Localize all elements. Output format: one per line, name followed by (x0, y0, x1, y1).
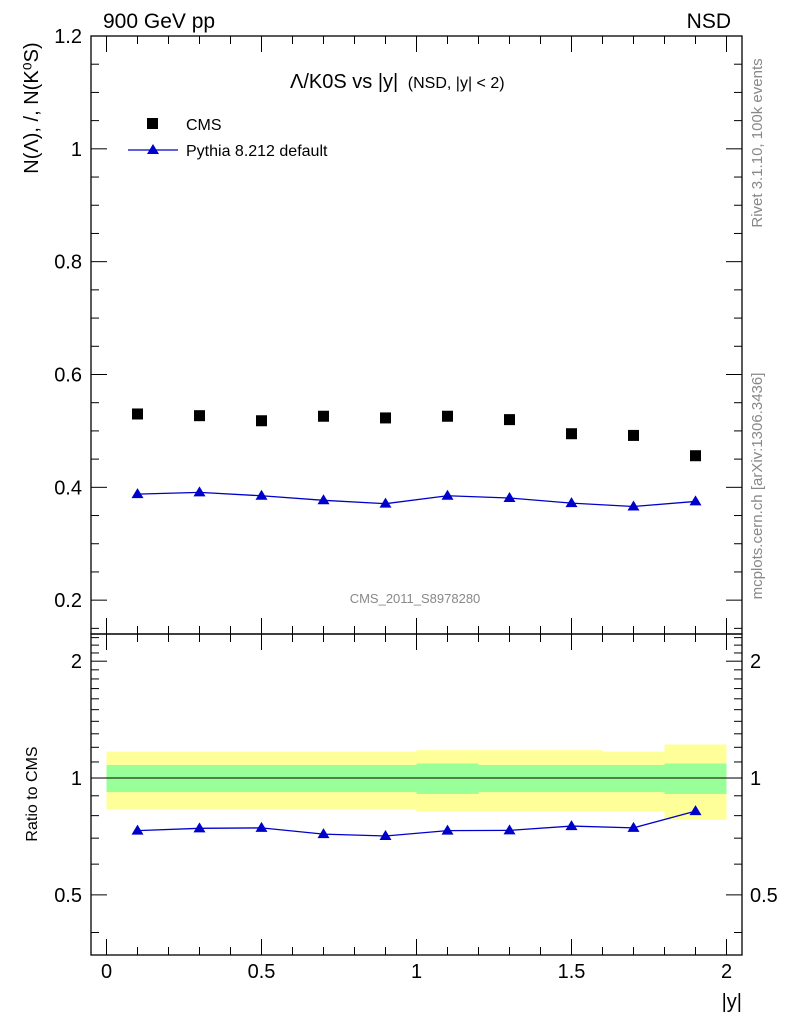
band-stat (168, 765, 231, 793)
cms-point (690, 450, 701, 462)
legend-pythia-marker (147, 144, 159, 154)
band-stat (106, 765, 169, 793)
pythia-point (317, 494, 330, 505)
x-tick-label: 2 (721, 961, 732, 983)
xlabel: |y| (722, 991, 742, 1013)
x-tick-label: 0 (101, 961, 112, 983)
x-tick-label: 1 (411, 961, 422, 983)
ratio-point (689, 805, 702, 816)
ratio-tick-label-left: 0.5 (54, 885, 82, 907)
cms-point (194, 410, 205, 422)
legend-cms-label: CMS (186, 117, 222, 134)
main-ylabel: N(Λ), /, N(K⁰S) (21, 42, 43, 173)
ratio-point (441, 824, 454, 835)
cms-point (132, 408, 143, 420)
pythia-point (689, 495, 702, 506)
cms-point (566, 428, 577, 440)
watermark: CMS_2011_S8978280 (350, 591, 481, 606)
y-tick-label: 0.4 (54, 477, 82, 499)
chart-title-suffix: (NSD, |y| < 2) (408, 75, 505, 92)
ratio-tick-label-right: 0.5 (750, 885, 778, 907)
ratio-tick-label-right: 2 (750, 651, 761, 673)
plot-frames (90, 35, 743, 956)
band-stat (230, 765, 293, 793)
cms-point (442, 410, 453, 422)
ratio-ylabel: Ratio to CMS (24, 746, 41, 841)
y-tick-label: 0.8 (54, 252, 82, 274)
x-tick-label: 1.5 (558, 961, 586, 983)
pythia-point (193, 486, 206, 497)
cms-point (318, 410, 329, 422)
pythia-point (255, 489, 268, 500)
ratio-bands (91, 744, 742, 820)
pythia-point (131, 488, 144, 499)
pythia-point (441, 489, 454, 500)
cms-point (256, 415, 267, 427)
y-tick-label: 0.6 (54, 364, 82, 386)
band-stat (540, 765, 603, 793)
chart-title: Λ/K0S vs |y| (NSD, |y| < 2) (290, 71, 505, 93)
ratio-point (627, 821, 640, 832)
band-stat (478, 765, 541, 793)
ratio-point (503, 824, 516, 835)
pythia-point (565, 497, 578, 508)
y-tick-label: 0.2 (54, 590, 82, 612)
y-tick-label: 1 (71, 139, 82, 161)
ratio-point (379, 830, 392, 841)
ratio-tick-label-left: 1 (71, 768, 82, 790)
legend-cms-marker (147, 118, 158, 129)
data-marks (131, 408, 702, 841)
cms-point (380, 412, 391, 424)
tick-labels: 0 0.5 1 1.5 2 0.2 0.4 0.6 0.8 1 1.2 0.5 0.5 1 1 2 2 (54, 26, 778, 983)
ratio-point (255, 821, 268, 832)
x-tick-label: 0.5 (248, 961, 276, 983)
ratio-tick-label-left: 2 (71, 651, 82, 673)
pythia-point (627, 500, 640, 511)
band-stat (664, 763, 727, 794)
pythia-point (503, 492, 516, 503)
ratio-point (193, 822, 206, 833)
legend-pythia-label: Pythia 8.212 default (186, 143, 328, 160)
legend: CMS Pythia 8.212 default (128, 117, 328, 160)
cms-point (628, 429, 639, 441)
band-stat (354, 765, 417, 793)
y-tick-label: 1.2 (54, 26, 82, 48)
header-right: NSD (687, 10, 731, 33)
mcplots-label: mcplots.cern.ch [arXiv:1306.3436] (749, 373, 766, 600)
pythia-point (379, 497, 392, 508)
ratio-tick-label-right: 1 (750, 768, 761, 790)
pythia-line (137, 491, 696, 508)
ratio-point (317, 828, 330, 839)
header-left: 900 GeV pp (103, 10, 215, 33)
cms-point (504, 414, 515, 426)
band-stat (292, 765, 355, 793)
ratio-line (137, 810, 696, 837)
ratio-point (565, 820, 578, 831)
axis-ticks (91, 35, 742, 955)
band-stat (602, 765, 665, 793)
band-stat (416, 763, 479, 794)
chart-title-main: Λ/K0S vs |y| (290, 71, 398, 93)
ratio-point (131, 824, 144, 835)
rivet-label: Rivet 3.1.10, 100k events (749, 58, 766, 227)
